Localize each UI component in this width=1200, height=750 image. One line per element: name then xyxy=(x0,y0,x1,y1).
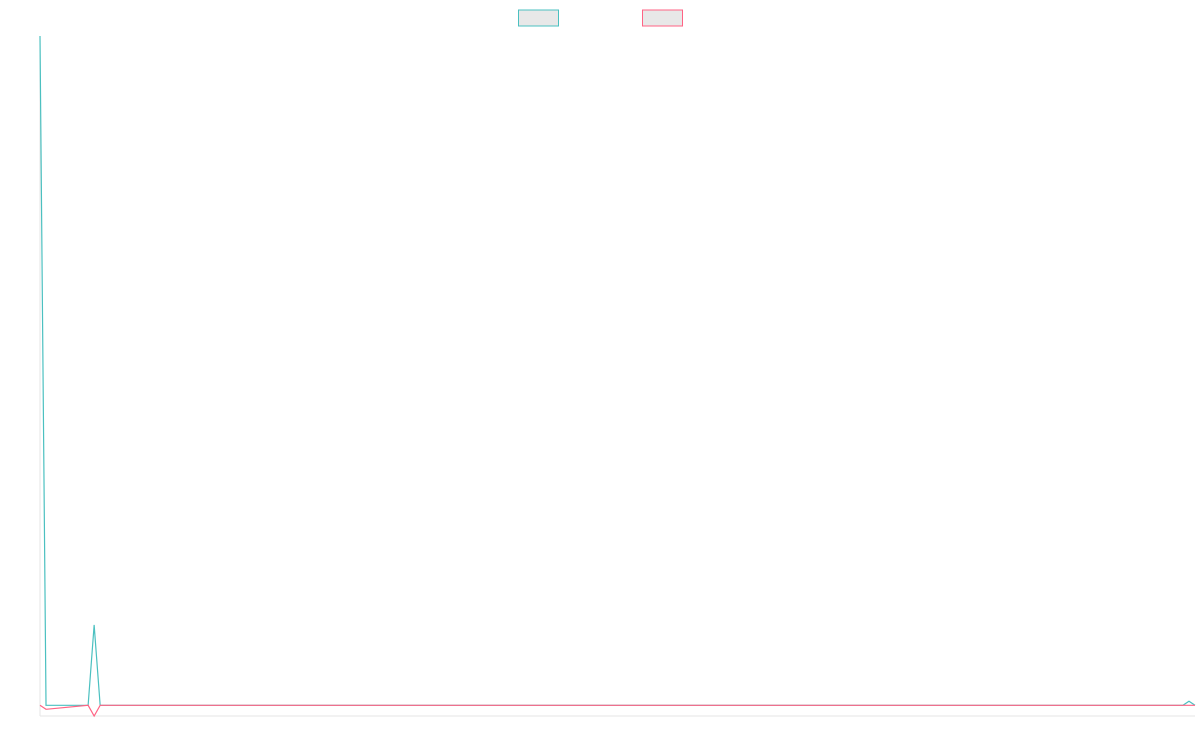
legend-swatch[interactable] xyxy=(518,9,559,27)
series-line xyxy=(39,704,1195,718)
series-line xyxy=(39,35,1196,706)
legend-swatch[interactable] xyxy=(642,9,683,27)
